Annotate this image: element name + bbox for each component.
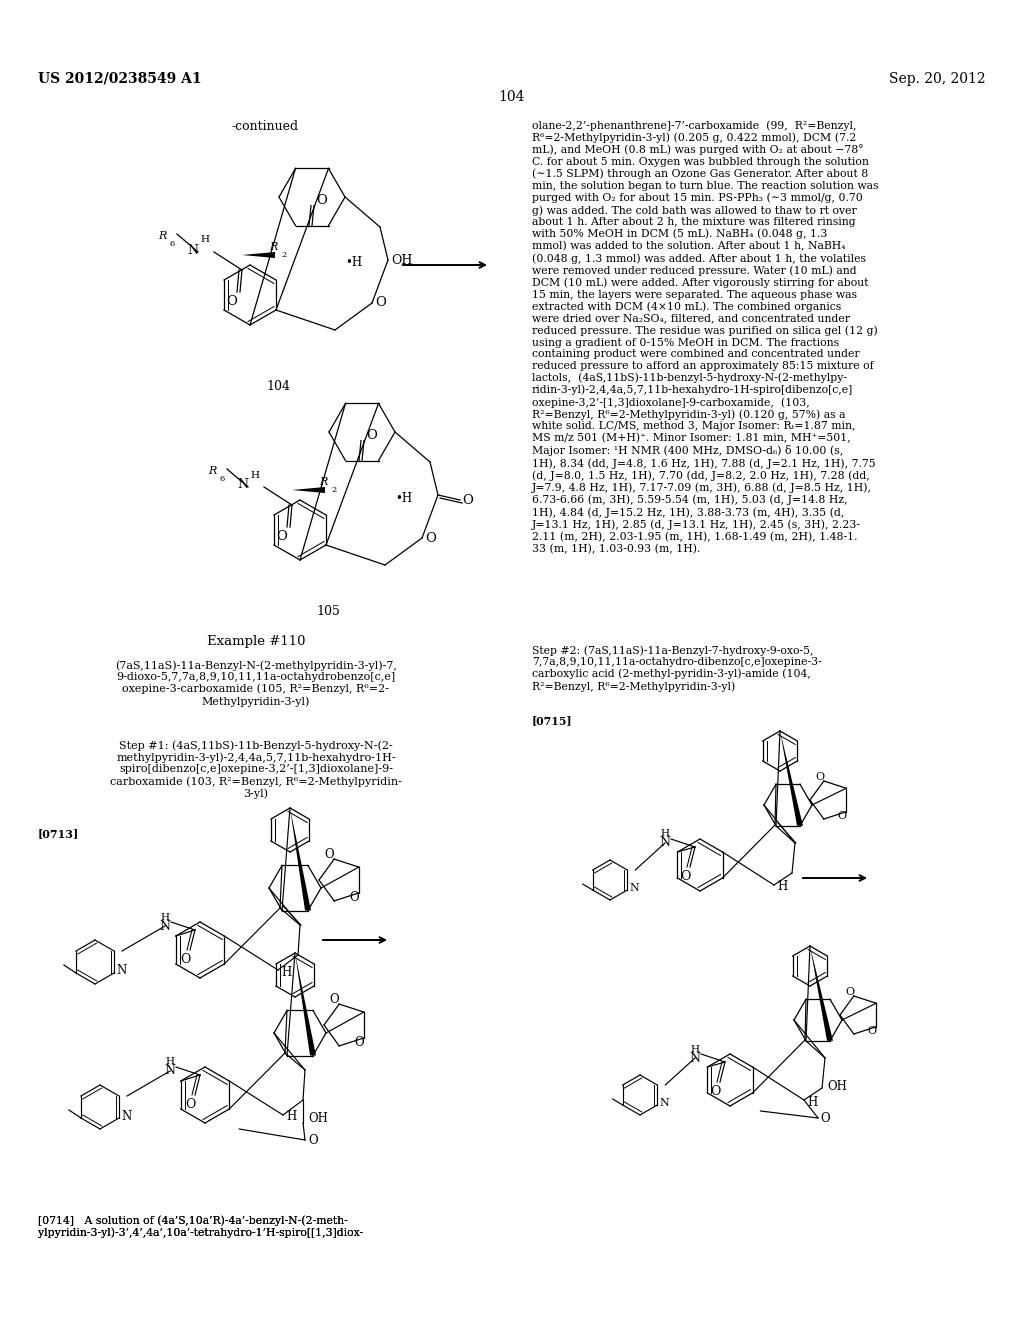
- Text: 104: 104: [266, 380, 290, 393]
- Text: R: R: [319, 477, 328, 487]
- Text: H: H: [161, 912, 170, 921]
- Text: O: O: [375, 297, 386, 309]
- Polygon shape: [292, 487, 325, 492]
- Text: N: N: [630, 883, 639, 894]
- Text: [0714]   A solution of (4a’S,10a’R)-4a’-benzyl-N-(2-meth-
ylpyridin-3-yl)-3’,4’,: [0714] A solution of (4a’S,10a’R)-4a’-be…: [38, 1214, 364, 1238]
- Text: N: N: [121, 1110, 131, 1122]
- Text: 105: 105: [316, 605, 340, 618]
- Text: O: O: [276, 531, 288, 543]
- Polygon shape: [295, 953, 316, 1056]
- Text: O: O: [226, 294, 238, 308]
- Text: H: H: [286, 1110, 296, 1123]
- Text: O: O: [354, 1036, 364, 1049]
- Text: H: H: [250, 470, 259, 479]
- Text: O: O: [425, 532, 436, 544]
- Text: O: O: [330, 993, 339, 1006]
- Text: O: O: [710, 1085, 720, 1098]
- Text: [0715]: [0715]: [532, 715, 572, 726]
- Text: O: O: [815, 772, 824, 781]
- Text: H: H: [200, 235, 209, 244]
- Text: Sep. 20, 2012: Sep. 20, 2012: [890, 73, 986, 86]
- Text: O: O: [845, 987, 854, 997]
- Text: [0714]   A solution of (4a’S,10a’R)-4a’-benzyl-N-(2-meth-
ylpyridin-3-yl)-3’,4’,: [0714] A solution of (4a’S,10a’R)-4a’-be…: [38, 1214, 364, 1238]
- Text: (7aS,11aS)-11a-Benzyl-N-(2-methylpyridin-3-yl)-7,
9-dioxo-5,7,7a,8,9,10,11,11a-o: (7aS,11aS)-11a-Benzyl-N-(2-methylpyridin…: [115, 660, 397, 706]
- Text: N: N: [187, 243, 198, 256]
- Text: 104: 104: [499, 90, 525, 104]
- Text: olane-2,2’-phenanthrene]-7’-carboxamide  (99,  R²=Benzyl,
R⁶=2-Methylpyridin-3-y: olane-2,2’-phenanthrene]-7’-carboxamide …: [532, 120, 879, 554]
- Text: O: O: [184, 1098, 196, 1111]
- Text: OH: OH: [308, 1111, 328, 1125]
- Text: H: H: [690, 1044, 699, 1053]
- Text: N: N: [237, 479, 248, 491]
- Text: H: H: [660, 829, 670, 838]
- Text: Step #2: (7aS,11aS)-11a-Benzyl-7-hydroxy-9-oxo-5,
7,7a,8,9,10,11,11a-octahydro-d: Step #2: (7aS,11aS)-11a-Benzyl-7-hydroxy…: [532, 645, 821, 692]
- Text: H: H: [281, 965, 291, 978]
- Text: H: H: [777, 880, 787, 894]
- Text: 6: 6: [220, 475, 225, 483]
- Text: R: R: [209, 466, 217, 477]
- Text: OH: OH: [827, 1080, 847, 1093]
- Text: O: O: [325, 847, 334, 861]
- Text: 2: 2: [331, 486, 336, 494]
- Text: N: N: [689, 1052, 700, 1064]
- Polygon shape: [290, 808, 311, 911]
- Text: H: H: [166, 1057, 174, 1067]
- Text: R: R: [269, 242, 278, 252]
- Polygon shape: [810, 946, 833, 1040]
- Text: 2: 2: [281, 251, 287, 259]
- Text: H: H: [807, 1096, 817, 1109]
- Text: N: N: [160, 920, 171, 932]
- Text: O: O: [838, 810, 847, 821]
- Text: O: O: [180, 953, 190, 966]
- Text: O: O: [316, 194, 327, 207]
- Text: 6: 6: [170, 240, 175, 248]
- Text: -continued: -continued: [231, 120, 299, 133]
- Text: •H: •H: [345, 256, 362, 269]
- Text: N: N: [659, 1098, 669, 1107]
- Text: O: O: [366, 429, 377, 442]
- Text: N: N: [165, 1064, 175, 1077]
- Text: [0713]: [0713]: [38, 828, 79, 840]
- Text: •H: •H: [395, 491, 412, 504]
- Text: O: O: [820, 1111, 829, 1125]
- Text: N: N: [116, 965, 126, 978]
- Polygon shape: [780, 731, 803, 826]
- Text: Step #1: (4aS,11bS)-11b-Benzyl-5-hydroxy-N-(2-
methylpyridin-3-yl)-2,4,4a,5,7,11: Step #1: (4aS,11bS)-11b-Benzyl-5-hydroxy…: [110, 741, 402, 799]
- Text: Example #110: Example #110: [207, 635, 305, 648]
- Text: R: R: [159, 231, 167, 242]
- Polygon shape: [242, 252, 275, 257]
- Text: N: N: [659, 837, 671, 850]
- Text: O: O: [867, 1026, 877, 1036]
- Text: US 2012/0238549 A1: US 2012/0238549 A1: [38, 73, 202, 86]
- Text: O: O: [462, 494, 473, 507]
- Text: O: O: [680, 870, 690, 883]
- Text: O: O: [308, 1134, 317, 1147]
- Text: OH: OH: [391, 253, 413, 267]
- Text: O: O: [349, 891, 358, 904]
